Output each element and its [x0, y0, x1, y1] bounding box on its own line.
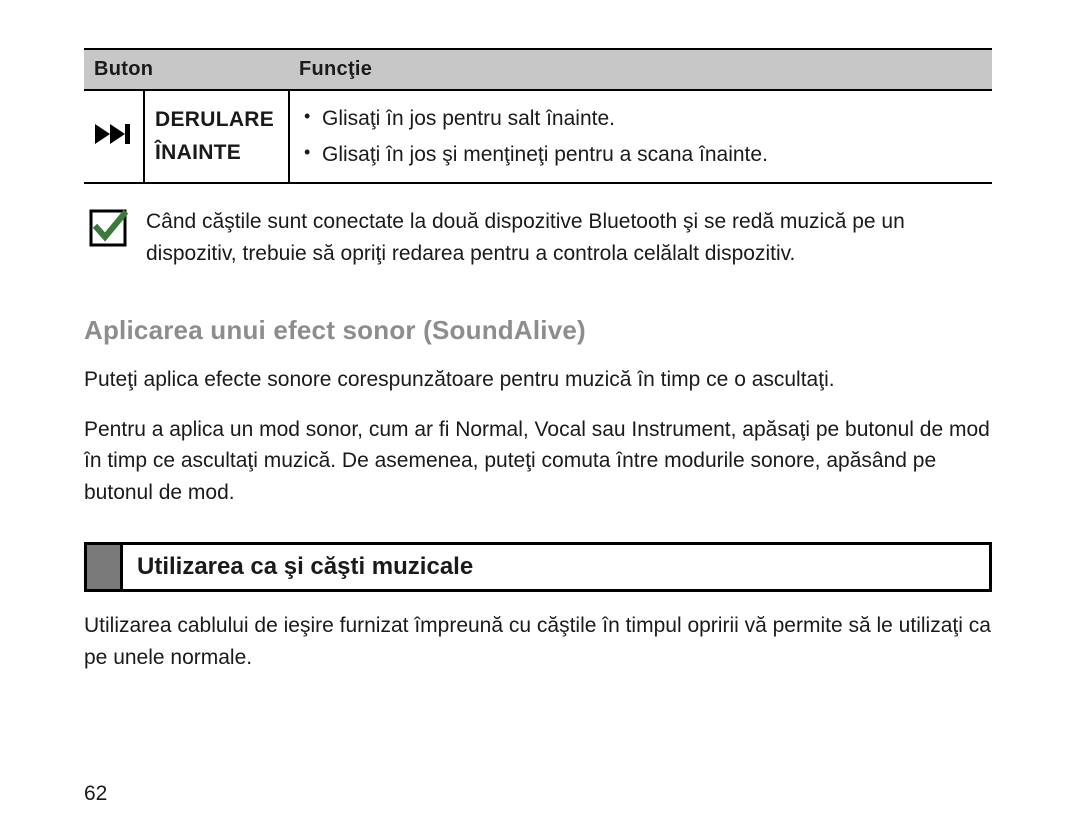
soundalive-heading: Aplicarea unui efect sonor (SoundAlive) [84, 315, 992, 346]
bullet-item: Glisaţi în jos şi menţineţi pentru a sca… [300, 137, 982, 173]
note-check-icon [88, 208, 128, 253]
label-line2: înainte [155, 141, 241, 164]
note-text: Când căştile sunt conectate la două disp… [146, 206, 988, 269]
page-number: 62 [84, 782, 107, 806]
cell-label: Derulare înainte [144, 90, 289, 183]
soundalive-p1: Puteţi aplica efecte sonore corespunzăto… [84, 364, 992, 396]
fast-forward-icon [95, 124, 133, 144]
bullet-item: Glisaţi în jos pentru salt înainte. [300, 101, 982, 137]
music-headphones-heading: Utilizarea ca şi căşti muzicale [123, 545, 487, 589]
music-headphones-heading-box: Utilizarea ca şi căşti muzicale [84, 542, 992, 592]
table-row: Derulare înainte Glisaţi în jos pentru s… [84, 90, 992, 183]
note-block: Când căştile sunt conectate la două disp… [84, 206, 992, 269]
function-bullets: Glisaţi în jos pentru salt înainte. Glis… [300, 101, 982, 172]
soundalive-p2: Pentru a aplica un mod sonor, cum ar fi … [84, 414, 992, 509]
heading-accent [87, 545, 123, 589]
th-button: Buton [84, 49, 289, 90]
th-function: Funcţie [289, 49, 992, 90]
music-headphones-p1: Utilizarea cablului de ieşire furnizat î… [84, 610, 992, 673]
cell-function: Glisaţi în jos pentru salt înainte. Glis… [289, 90, 992, 183]
cell-icon [84, 90, 144, 183]
button-function-table: Buton Funcţie [84, 48, 992, 184]
label-line1: Derulare [155, 108, 274, 131]
